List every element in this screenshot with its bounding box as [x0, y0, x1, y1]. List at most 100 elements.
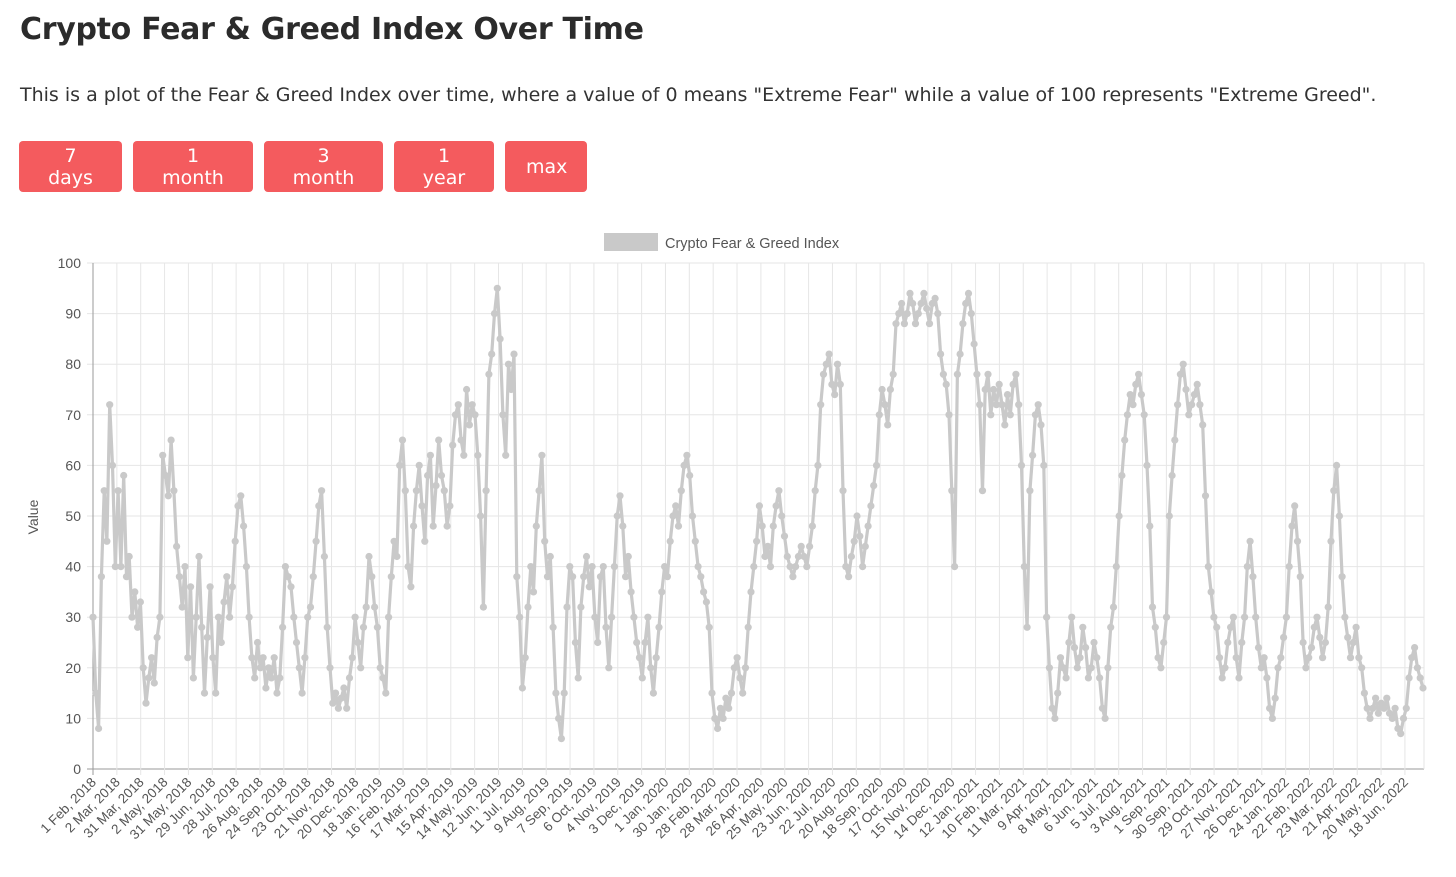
data-point — [382, 689, 390, 697]
data-point — [136, 598, 144, 606]
data-point — [931, 294, 939, 302]
data-point — [914, 310, 922, 318]
data-point — [1084, 674, 1092, 682]
data-point — [635, 654, 644, 662]
data-point — [939, 370, 948, 378]
data-point — [833, 360, 842, 368]
data-point — [599, 563, 607, 571]
data-point — [287, 583, 295, 591]
data-point — [301, 654, 309, 662]
data-point — [1062, 674, 1070, 682]
data-point — [284, 573, 292, 581]
data-point — [1257, 664, 1265, 672]
data-point — [437, 471, 446, 480]
data-point — [652, 654, 660, 662]
data-point — [917, 299, 925, 308]
data-point — [142, 699, 150, 707]
data-point — [594, 638, 602, 647]
data-point — [404, 563, 412, 571]
range-max-button[interactable]: max — [505, 141, 587, 192]
data-point — [1274, 664, 1282, 672]
data-point — [1148, 603, 1157, 611]
data-point — [750, 563, 758, 571]
data-point — [1271, 694, 1279, 702]
data-point — [412, 487, 420, 495]
data-point — [270, 654, 278, 662]
data-point — [1051, 714, 1059, 722]
data-point — [555, 714, 563, 722]
data-point — [819, 370, 828, 378]
data-point — [786, 563, 794, 571]
range-7-days-button[interactable]: 7 days — [19, 141, 122, 192]
data-point — [1241, 613, 1249, 621]
data-point — [415, 461, 423, 469]
data-point — [106, 401, 114, 409]
data-point — [1388, 714, 1396, 722]
range-3-month-button[interactable]: 3 month — [264, 141, 383, 192]
data-point — [181, 563, 189, 571]
data-point — [1157, 664, 1165, 672]
data-point — [156, 613, 164, 621]
data-point — [1313, 613, 1321, 621]
data-point — [1168, 471, 1176, 480]
data-point — [379, 674, 387, 682]
data-point — [220, 598, 228, 606]
data-point — [1319, 654, 1327, 662]
range-1-month-button[interactable]: 1 month — [133, 141, 253, 192]
data-point — [1363, 704, 1371, 712]
data-point — [103, 537, 111, 545]
data-point — [134, 623, 142, 631]
data-point — [647, 664, 655, 672]
data-point — [131, 588, 139, 596]
data-point — [1249, 573, 1257, 581]
data-point — [1302, 664, 1310, 672]
data-point — [981, 385, 989, 394]
data-point — [1073, 664, 1081, 672]
data-point — [630, 613, 638, 621]
data-point — [1338, 573, 1346, 581]
data-point — [884, 421, 892, 429]
data-point — [1221, 664, 1229, 672]
data-point — [1405, 674, 1413, 682]
data-point — [1352, 623, 1360, 631]
data-point — [209, 654, 217, 662]
data-point — [677, 487, 685, 495]
data-point — [117, 563, 125, 571]
data-point — [1020, 563, 1028, 571]
data-point — [178, 603, 186, 611]
data-point — [1056, 654, 1065, 662]
chart-series — [89, 284, 1427, 743]
data-point — [691, 537, 699, 545]
data-point — [758, 522, 766, 530]
data-point — [228, 583, 236, 591]
data-point — [716, 704, 725, 712]
data-point — [410, 522, 418, 530]
data-point — [878, 385, 886, 394]
data-point — [970, 340, 978, 348]
data-point — [393, 552, 401, 561]
data-point — [1003, 391, 1012, 399]
data-point — [672, 502, 680, 510]
data-point — [1176, 370, 1184, 378]
data-point — [909, 299, 917, 308]
data-point — [429, 522, 437, 530]
data-point — [488, 350, 496, 358]
data-point — [1227, 623, 1235, 631]
data-point — [666, 537, 674, 545]
legend-label: Crypto Fear & Greed Index — [665, 236, 840, 252]
data-point — [839, 487, 847, 495]
data-point — [1335, 512, 1343, 520]
data-point — [122, 573, 131, 581]
data-point — [1260, 654, 1268, 662]
data-point — [964, 289, 973, 297]
data-point — [390, 537, 398, 545]
data-point — [170, 487, 178, 495]
data-point — [663, 573, 672, 581]
data-point — [680, 461, 688, 469]
data-point — [1101, 714, 1109, 722]
data-point — [1282, 613, 1290, 621]
data-point — [529, 588, 538, 596]
data-point — [385, 613, 393, 621]
range-1-year-button[interactable]: 1 year — [394, 141, 494, 192]
data-point — [153, 633, 161, 641]
